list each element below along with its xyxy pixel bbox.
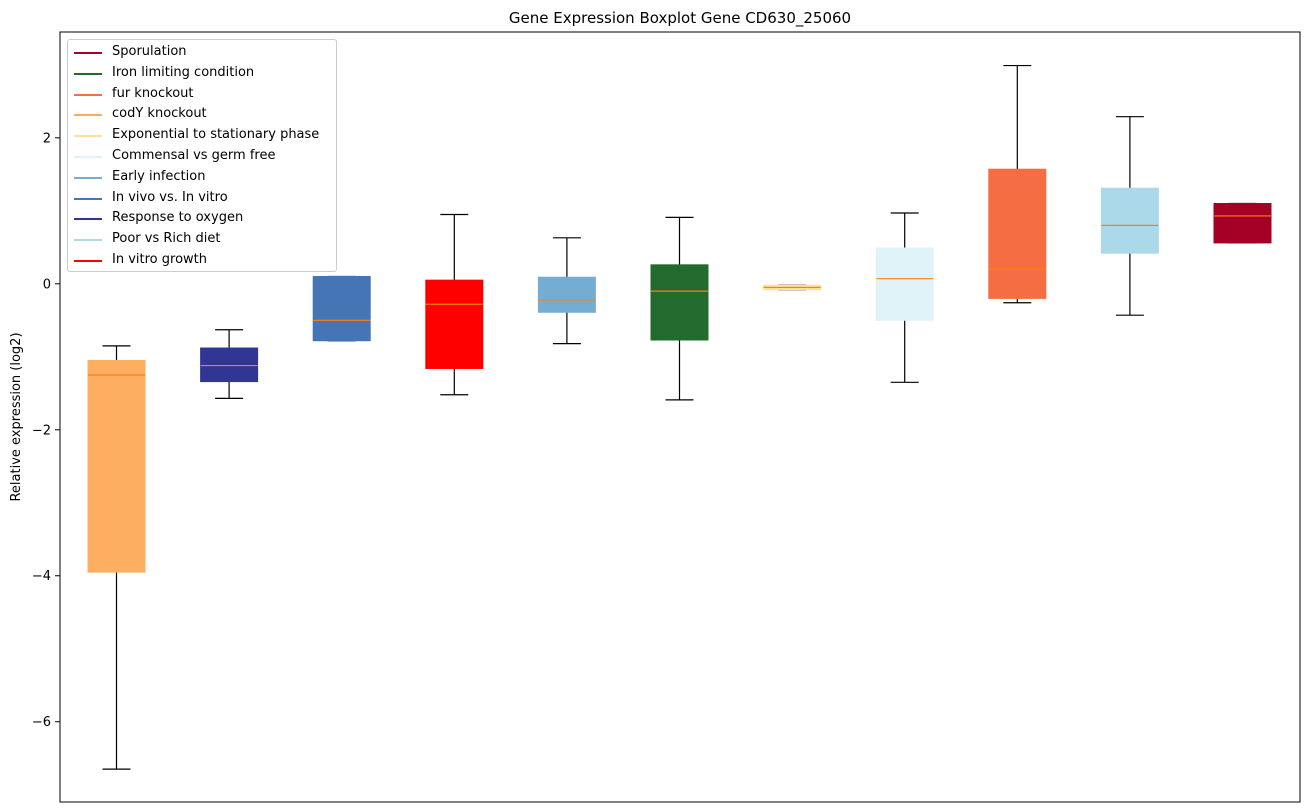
legend: Sporulation Iron limiting condition fur kn… bbox=[67, 39, 337, 272]
box-2 bbox=[200, 329, 259, 399]
box-body bbox=[425, 279, 484, 369]
y-tick-label: 0 bbox=[43, 277, 51, 292]
legend-label: In vitro growth bbox=[112, 251, 207, 267]
y-axis-label: Relative expression (log2) bbox=[9, 332, 24, 501]
box-9 bbox=[988, 64, 1047, 304]
box-body bbox=[1213, 203, 1272, 244]
legend-item: In vivo vs. In vitro bbox=[68, 188, 336, 209]
legend-label: fur knockout bbox=[112, 85, 194, 101]
y-axis-ticks: −6 −4 −2 0 2 bbox=[32, 131, 60, 730]
legend-label: Response to oxygen bbox=[112, 210, 244, 226]
legend-swatch bbox=[74, 197, 102, 200]
legend-swatch bbox=[74, 114, 102, 117]
legend-label: Early infection bbox=[112, 168, 206, 184]
box-1 bbox=[87, 345, 146, 770]
box-body bbox=[988, 168, 1047, 299]
legend-item: Sporulation bbox=[68, 42, 336, 63]
boxes bbox=[87, 64, 1272, 770]
legend-swatch bbox=[74, 52, 102, 54]
box-7 bbox=[763, 284, 822, 291]
box-10 bbox=[1100, 116, 1159, 316]
box-body bbox=[650, 264, 709, 341]
box-8 bbox=[875, 212, 934, 383]
legend-item: In vitro growth bbox=[68, 250, 336, 271]
legend-label: Poor vs Rich diet bbox=[112, 231, 221, 247]
legend-swatch bbox=[74, 72, 102, 75]
legend-swatch bbox=[74, 239, 102, 242]
box-11 bbox=[1213, 202, 1272, 244]
legend-label: Iron limiting condition bbox=[112, 64, 255, 80]
box-3 bbox=[312, 275, 371, 342]
legend-label: Commensal vs germ free bbox=[112, 147, 276, 163]
legend-label: In vivo vs. In vitro bbox=[112, 189, 228, 205]
box-body bbox=[312, 276, 371, 342]
box-body bbox=[87, 359, 146, 573]
y-tick-label: −4 bbox=[32, 569, 51, 584]
legend-item: fur knockout bbox=[68, 84, 336, 105]
legend-item: Iron limiting condition bbox=[68, 63, 336, 84]
legend-item: Early infection bbox=[68, 167, 336, 188]
legend-swatch bbox=[74, 93, 102, 96]
box-body bbox=[537, 276, 596, 313]
legend-item: codY knockout bbox=[68, 104, 336, 125]
legend-item: Commensal vs germ free bbox=[68, 146, 336, 167]
legend-label: Sporulation bbox=[112, 44, 187, 59]
y-tick-label: −2 bbox=[32, 423, 51, 438]
plot-frame bbox=[59, 31, 1301, 803]
box-body bbox=[1100, 187, 1159, 254]
legend-label: Exponential to stationary phase bbox=[112, 127, 320, 143]
legend-item: Response to oxygen bbox=[68, 208, 336, 229]
box-6 bbox=[650, 216, 709, 401]
box-body bbox=[200, 347, 259, 383]
legend-swatch bbox=[74, 135, 102, 138]
y-tick-label: 2 bbox=[43, 131, 51, 146]
legend-item: Exponential to stationary phase bbox=[68, 125, 336, 146]
box-body bbox=[875, 247, 934, 321]
y-tick-label: −6 bbox=[32, 715, 51, 730]
legend-swatch bbox=[74, 259, 102, 262]
box-4 bbox=[425, 213, 484, 396]
chart-title: Gene Expression Boxplot Gene CD630_25060 bbox=[509, 9, 851, 28]
legend-swatch bbox=[74, 176, 102, 179]
box-5 bbox=[537, 237, 596, 345]
legend-swatch bbox=[74, 155, 102, 158]
legend-item: Poor vs Rich diet bbox=[68, 229, 336, 250]
legend-label: codY knockout bbox=[112, 106, 207, 122]
legend-swatch bbox=[74, 218, 102, 221]
